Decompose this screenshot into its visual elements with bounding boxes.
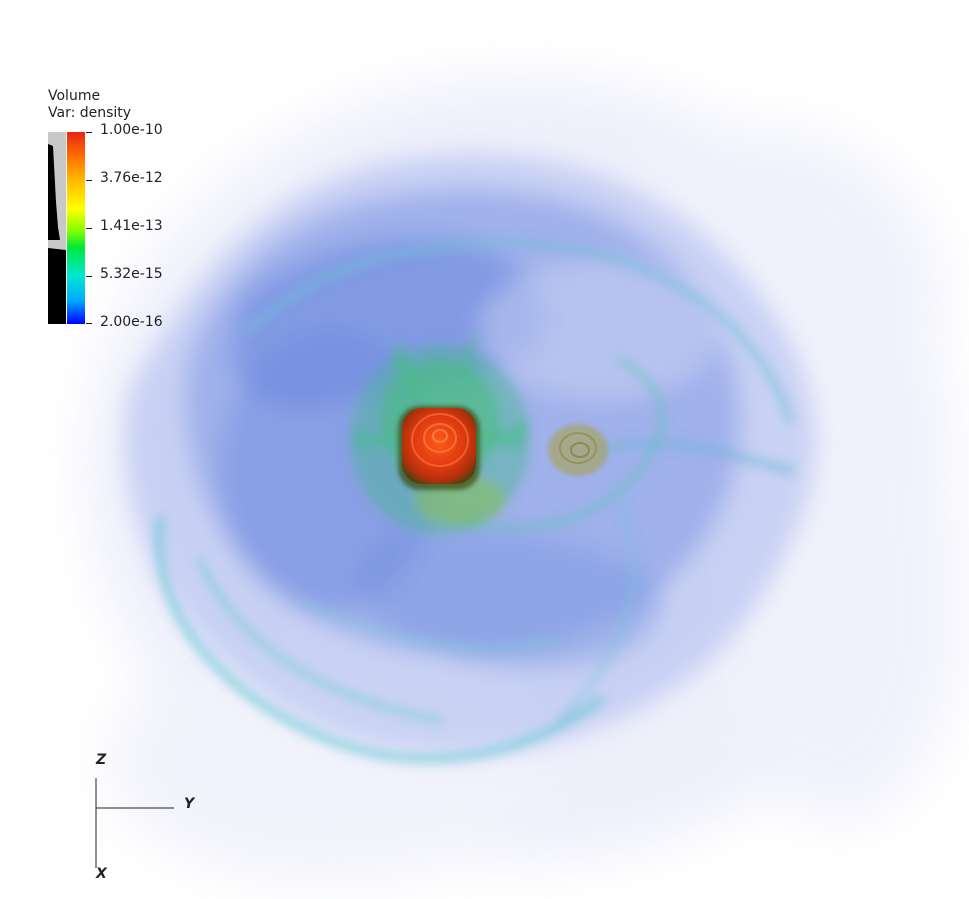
tick-mark <box>86 276 92 277</box>
dense-core <box>398 406 480 490</box>
tick-mark <box>86 323 92 324</box>
tick-label-max: 1.00e-10 <box>100 122 163 138</box>
y-axis-label: Y <box>184 796 195 812</box>
x-axis-label: X <box>96 866 107 882</box>
legend-variable: Var: density <box>48 105 132 121</box>
tick-label: 1.41e-13 <box>100 218 163 234</box>
tick-mark <box>86 132 92 133</box>
legend-title: Volume <box>48 88 101 104</box>
tick-label: 3.76e-12 <box>100 170 163 186</box>
spiral-filaments <box>154 238 795 764</box>
tick-label: 5.32e-15 <box>100 266 163 282</box>
tick-mark <box>86 228 92 229</box>
tick-label-min: 2.00e-16 <box>100 314 163 330</box>
z-axis-label: Z <box>96 752 107 768</box>
axis-triad: Z Y X <box>90 750 210 890</box>
tick-mark <box>86 180 92 181</box>
opacity-map-bar <box>48 132 66 324</box>
colorbar <box>67 132 85 324</box>
companion-clump <box>548 424 608 476</box>
